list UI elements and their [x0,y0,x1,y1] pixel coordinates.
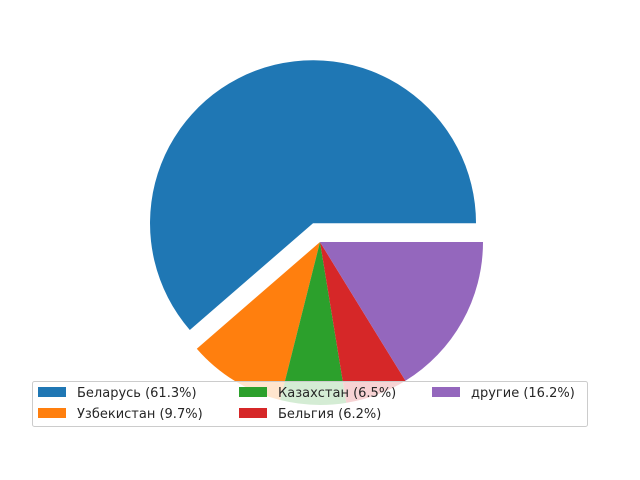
legend-swatch [432,387,460,397]
pie-slice-0 [150,60,477,330]
legend-item: Бельгия (6.2%) [239,407,381,422]
pie-slice-3 [320,242,406,403]
legend-label: Казахстан (6.5%) [278,386,396,401]
legend-item: другие (16.2%) [432,386,575,401]
legend-label: Бельгия (6.2%) [278,407,381,422]
legend-swatch [38,408,66,418]
legend-label: другие (16.2%) [471,386,575,401]
legend: Беларусь (61.3%) Узбекистан (9.7%) Казахст… [32,381,588,427]
legend-swatch [239,408,267,418]
legend-item: Узбекистан (9.7%) [38,407,203,422]
legend-label: Узбекистан (9.7%) [77,407,203,422]
pie-slices [150,60,483,405]
legend-item: Казахстан (6.5%) [239,386,396,401]
pie-slice-1 [196,242,320,401]
legend-items: Беларусь (61.3%) Узбекистан (9.7%) Казахст… [38,386,575,422]
legend-item: Беларусь (61.3%) [38,386,197,401]
pie-slice-2 [280,242,347,405]
legend-swatch [239,387,267,397]
legend-swatch [38,387,66,397]
pie-slice-4 [320,242,483,381]
legend-label: Беларусь (61.3%) [77,386,197,401]
